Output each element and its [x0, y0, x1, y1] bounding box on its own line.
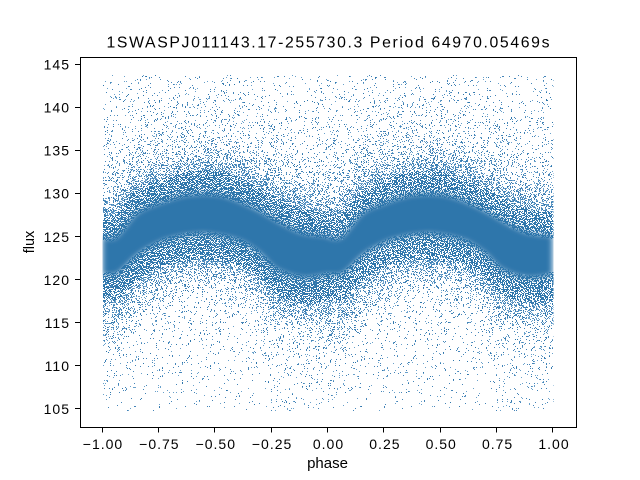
svg-text:phase: phase	[307, 455, 348, 472]
svg-text:110: 110	[45, 358, 70, 374]
svg-text:145: 145	[44, 57, 70, 73]
svg-text:0.75: 0.75	[482, 436, 513, 452]
svg-text:0.00: 0.00	[313, 436, 344, 452]
svg-text:−0.50: −0.50	[196, 436, 236, 452]
svg-text:1SWASPJ011143.17-255730.3 Peri: 1SWASPJ011143.17-255730.3 Period 64970.0…	[107, 35, 550, 52]
svg-text:−1.00: −1.00	[83, 436, 123, 452]
svg-text:1.00: 1.00	[538, 436, 569, 452]
svg-text:135: 135	[44, 143, 70, 159]
svg-text:140: 140	[44, 100, 70, 116]
svg-text:115: 115	[45, 315, 70, 331]
svg-text:0.25: 0.25	[369, 436, 400, 452]
svg-text:0.50: 0.50	[426, 436, 457, 452]
svg-text:−0.75: −0.75	[139, 436, 179, 452]
svg-text:flux: flux	[22, 230, 38, 253]
svg-text:125: 125	[44, 229, 70, 245]
svg-text:−0.25: −0.25	[252, 436, 292, 452]
svg-text:105: 105	[44, 401, 70, 417]
svg-text:130: 130	[44, 186, 70, 202]
svg-text:120: 120	[44, 272, 70, 288]
